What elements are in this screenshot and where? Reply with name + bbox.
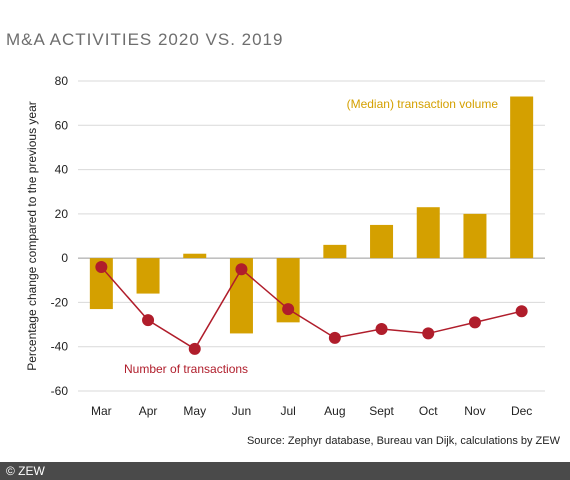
y-tick-label: -40: [51, 340, 69, 354]
bar: [323, 244, 347, 259]
line-point: [95, 261, 108, 273]
line-point: [422, 327, 435, 340]
x-tick-label: Dec: [511, 404, 532, 418]
y-tick-label: 0: [61, 251, 68, 265]
y-tick-label: 80: [55, 74, 69, 88]
bar: [463, 213, 487, 259]
x-tick-label: Jul: [280, 404, 295, 418]
line-point: [468, 316, 481, 329]
chart-title: M&A ACTIVITIES 2020 VS. 2019: [6, 30, 284, 49]
y-axis-title: Percentage change compared to the previo…: [25, 101, 39, 371]
bars: [89, 96, 534, 334]
bar: [416, 207, 440, 259]
bar: [276, 258, 300, 323]
x-tick-label: Mar: [91, 404, 112, 418]
x-tick-label: Nov: [464, 404, 485, 418]
bar: [183, 253, 207, 259]
x-axis-ticks: Mar Apr May Jun Jul Aug Sept Oct Nov Dec: [91, 404, 532, 418]
line-point: [142, 314, 155, 327]
line-point: [235, 263, 248, 276]
y-tick-label: 40: [55, 163, 69, 177]
copyright-footer: © ZEW: [0, 462, 570, 480]
x-tick-label: Jun: [232, 404, 251, 418]
line-point: [515, 305, 528, 318]
source-note: Source: Zephyr database, Bureau van Dijk…: [246, 435, 560, 447]
y-tick-label: 20: [55, 207, 69, 221]
bar: [89, 258, 113, 310]
x-tick-label: Sept: [369, 404, 394, 418]
bar: [136, 258, 160, 294]
series-line: [100, 266, 522, 350]
y-tick-label: 60: [55, 118, 69, 132]
x-tick-label: Aug: [324, 404, 345, 418]
x-tick-label: May: [183, 404, 206, 418]
y-tick-label: -20: [51, 295, 69, 309]
bar: [229, 258, 253, 334]
y-axis-ticks: -60 -40 -20 0 20 40 60 80: [51, 74, 69, 398]
bar: [510, 96, 534, 259]
copyright-text: © ZEW: [6, 464, 45, 478]
legend-number-of-transactions: Number of transactions: [124, 362, 248, 376]
line-point: [188, 342, 201, 355]
bar: [370, 224, 394, 259]
line-point: [328, 331, 341, 344]
x-tick-label: Oct: [419, 404, 438, 418]
line-point: [375, 323, 388, 335]
line-point: [282, 303, 295, 316]
legend-transaction-volume: (Median) transaction volume: [347, 97, 499, 111]
x-tick-label: Apr: [139, 404, 158, 418]
line-series: [95, 261, 528, 355]
y-tick-label: -60: [51, 384, 69, 398]
